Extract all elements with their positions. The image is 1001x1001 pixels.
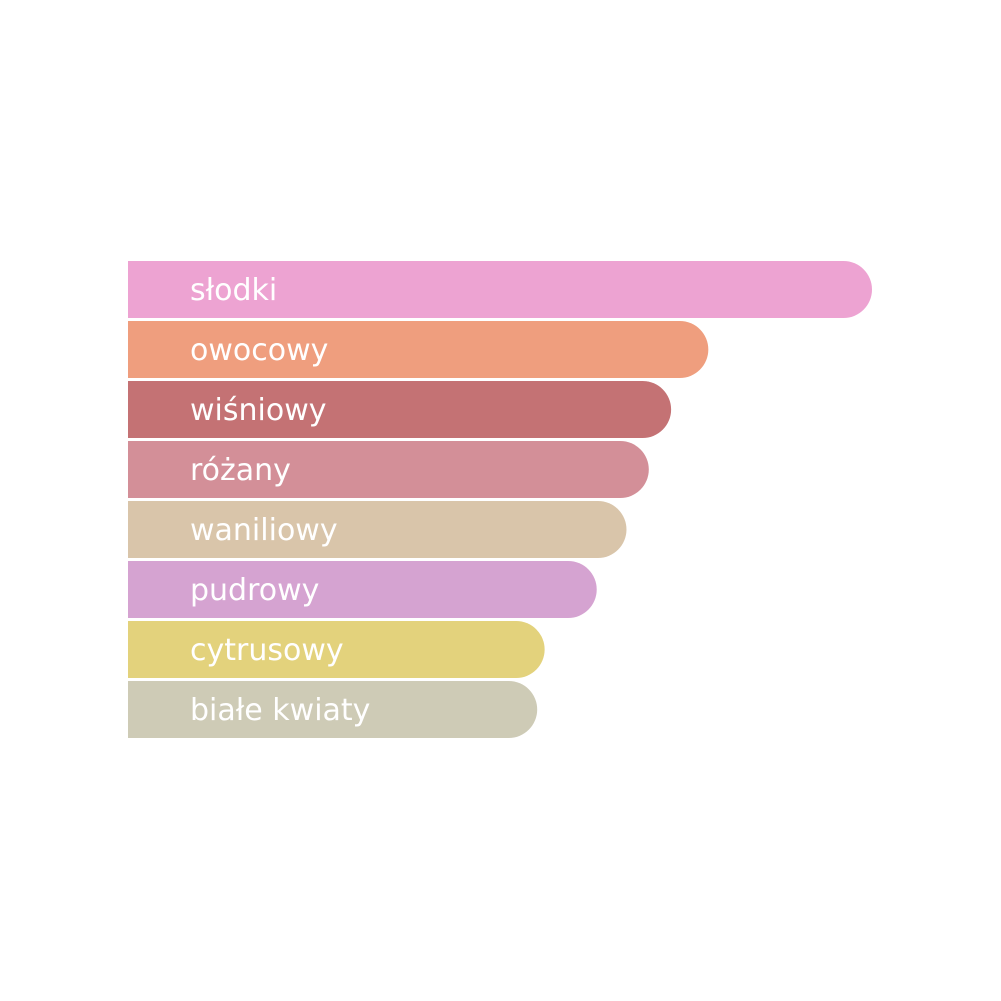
bar-label: białe kwiaty	[190, 693, 370, 728]
bar-label: cytrusowy	[190, 633, 344, 668]
bar	[128, 261, 872, 318]
bar	[128, 681, 538, 738]
bar-label: słodki	[190, 273, 277, 308]
bar	[128, 621, 545, 678]
bar	[128, 321, 709, 378]
bar-label: owocowy	[190, 333, 328, 368]
bar-label: wiśniowy	[190, 393, 327, 428]
bar	[128, 501, 627, 558]
bar	[128, 441, 649, 498]
bar-label: pudrowy	[190, 573, 319, 608]
bar	[128, 381, 672, 438]
bar-label: różany	[190, 453, 291, 488]
bar-label: waniliowy	[190, 513, 338, 548]
bar	[128, 561, 597, 618]
